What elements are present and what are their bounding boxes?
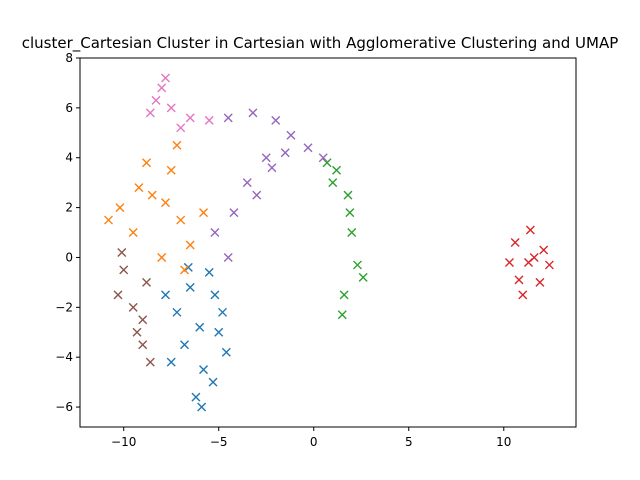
- x-axis: −10 −5 0 5 10: [111, 427, 511, 449]
- points-layer: [104, 73, 554, 412]
- point-series-4-1: [248, 108, 258, 118]
- point-series-4-11: [252, 190, 262, 200]
- y-tick-label-3: 0: [65, 250, 73, 264]
- y-tick-label-7: 8: [65, 51, 73, 65]
- point-series-1-10: [142, 158, 152, 168]
- y-tick-label-0: −6: [55, 400, 73, 414]
- point-series-0-13: [197, 402, 207, 412]
- point-series-1-2: [115, 203, 125, 213]
- y-axis: −6 −4 −2 0 2 4 6 8: [55, 51, 80, 414]
- point-series-4-4: [261, 153, 271, 163]
- point-series-4-13: [267, 163, 277, 173]
- point-series-2-5: [328, 178, 338, 188]
- point-series-6-6: [176, 123, 186, 133]
- point-series-6-2: [185, 113, 195, 123]
- y-tick-label-2: −2: [55, 300, 73, 314]
- point-series-3-8: [518, 290, 528, 300]
- point-series-0-1: [185, 282, 195, 292]
- point-series-1-6: [157, 252, 167, 262]
- point-series-1-3: [166, 165, 176, 175]
- x-tick-label-1: −5: [210, 435, 228, 449]
- point-series-5-0: [119, 265, 129, 275]
- point-series-0-0: [195, 322, 205, 332]
- point-series-3-3: [514, 275, 524, 285]
- point-series-0-5: [214, 327, 224, 337]
- point-series-5-4: [142, 277, 152, 287]
- point-series-6-7: [151, 95, 161, 105]
- point-series-1-0: [176, 215, 186, 225]
- point-series-5-1: [128, 302, 138, 312]
- x-tick-label-3: 5: [405, 435, 413, 449]
- point-series-1-11: [180, 265, 190, 275]
- point-series-0-4: [199, 365, 209, 375]
- y-tick-label-6: 6: [65, 101, 73, 115]
- point-series-4-12: [223, 252, 233, 262]
- point-series-2-0: [332, 165, 342, 175]
- point-series-2-7: [358, 272, 368, 282]
- x-tick-label-0: −10: [111, 435, 136, 449]
- point-series-5-8: [138, 315, 148, 325]
- point-series-0-10: [166, 357, 176, 367]
- point-series-4-2: [271, 115, 281, 125]
- point-series-6-3: [145, 108, 155, 118]
- point-series-5-2: [138, 340, 148, 350]
- chart-title: cluster_Cartesian Cluster in Cartesian w…: [21, 34, 619, 52]
- point-series-6-1: [166, 103, 176, 113]
- point-series-3-7: [544, 260, 554, 270]
- point-series-1-7: [172, 140, 182, 150]
- point-series-3-1: [510, 238, 520, 247]
- point-series-4-8: [280, 148, 290, 158]
- point-series-0-6: [172, 307, 182, 317]
- point-series-6-5: [204, 115, 214, 125]
- point-series-0-14: [161, 290, 171, 300]
- point-series-4-6: [229, 208, 239, 218]
- point-series-2-3: [352, 260, 362, 270]
- point-series-1-8: [199, 208, 209, 218]
- point-series-4-3: [286, 130, 296, 140]
- point-series-2-1: [343, 190, 353, 200]
- point-series-4-5: [242, 178, 252, 188]
- point-series-4-7: [210, 228, 220, 238]
- point-series-4-0: [223, 113, 233, 123]
- point-series-6-4: [161, 73, 171, 83]
- point-series-1-1: [147, 190, 157, 200]
- point-series-4-9: [303, 143, 313, 153]
- point-series-0-15: [208, 377, 218, 387]
- x-tick-label-2: 0: [310, 435, 318, 449]
- point-series-2-8: [322, 158, 332, 168]
- point-series-1-9: [104, 215, 114, 225]
- point-series-3-2: [539, 245, 549, 255]
- point-series-2-6: [337, 310, 347, 320]
- y-tick-label-1: −4: [55, 350, 73, 364]
- point-series-3-9: [529, 252, 539, 262]
- point-series-2-2: [347, 228, 357, 238]
- point-series-0-3: [180, 340, 190, 350]
- y-tick-label-4: 2: [65, 201, 73, 215]
- point-series-0-9: [204, 267, 214, 277]
- point-series-6-0: [157, 83, 167, 93]
- x-tick-label-4: 10: [496, 435, 511, 449]
- point-series-1-4: [185, 240, 195, 250]
- point-series-5-3: [113, 290, 123, 300]
- point-series-5-6: [145, 357, 155, 367]
- point-series-1-12: [134, 183, 144, 193]
- point-series-5-7: [117, 247, 127, 257]
- point-series-3-5: [525, 225, 535, 235]
- point-series-2-9: [345, 208, 355, 218]
- axes-frame: [79, 57, 577, 428]
- point-series-5-5: [132, 327, 142, 337]
- point-series-3-6: [504, 257, 514, 267]
- point-series-0-2: [210, 290, 220, 300]
- point-series-0-7: [191, 392, 201, 402]
- point-series-1-13: [161, 198, 171, 208]
- point-series-0-8: [218, 307, 228, 317]
- y-tick-label-5: 4: [65, 151, 73, 165]
- point-series-0-12: [221, 347, 231, 357]
- point-series-1-5: [128, 228, 138, 238]
- point-series-2-4: [339, 290, 349, 300]
- point-series-4-10: [318, 153, 328, 163]
- point-series-3-4: [535, 277, 545, 287]
